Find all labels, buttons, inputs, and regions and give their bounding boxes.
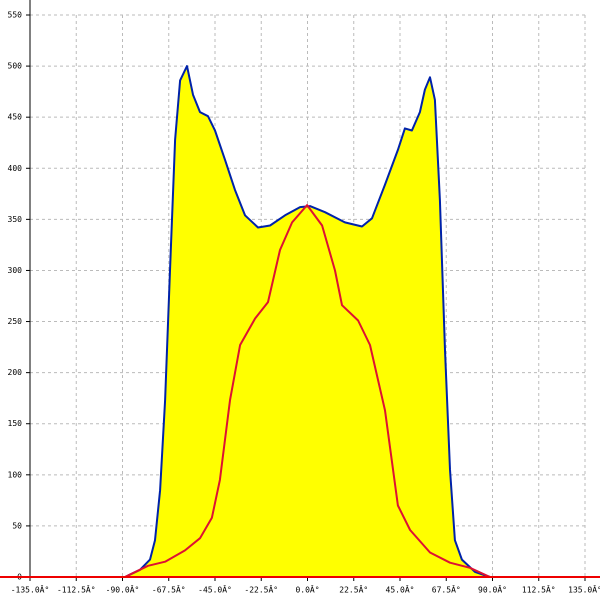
y-tick-label: 100: [8, 470, 23, 479]
y-tick-label: 400: [8, 164, 23, 173]
x-tick-label: -90.0Â°: [106, 584, 140, 595]
x-tick-label: -112.5Â°: [57, 584, 96, 595]
y-tick-label: 300: [8, 266, 23, 275]
y-tick-label: 550: [8, 11, 23, 20]
x-tick-label: -67.5Â°: [152, 584, 186, 595]
x-tick-label: 45.0Â°: [386, 584, 415, 595]
x-tick-label: 135.0Â°: [568, 584, 600, 595]
line: [124, 204, 491, 578]
x-tick-label: 0.0Â°: [295, 584, 319, 595]
x-tick-label: 67.5Â°: [432, 584, 461, 595]
y-tick-label: 350: [8, 215, 23, 224]
x-tick-label: -135.0Â°: [11, 584, 50, 595]
area: [124, 66, 491, 577]
y-tick-label: 150: [8, 419, 23, 428]
y-tick-label: 500: [8, 62, 23, 71]
x-tick-label: -22.5Â°: [244, 584, 278, 595]
x-tick-label: -45.0Â°: [198, 584, 232, 595]
x-tick-label: 22.5Â°: [339, 584, 368, 595]
y-tick-label: 250: [8, 317, 23, 326]
y-tick-label: 200: [8, 368, 23, 377]
y-tick-label: 50: [12, 521, 22, 530]
y-tick-label: 450: [8, 113, 23, 122]
x-tick-label: 112.5Â°: [522, 584, 556, 595]
x-tick-label: 90.0Â°: [478, 584, 507, 595]
line: [124, 65, 491, 578]
